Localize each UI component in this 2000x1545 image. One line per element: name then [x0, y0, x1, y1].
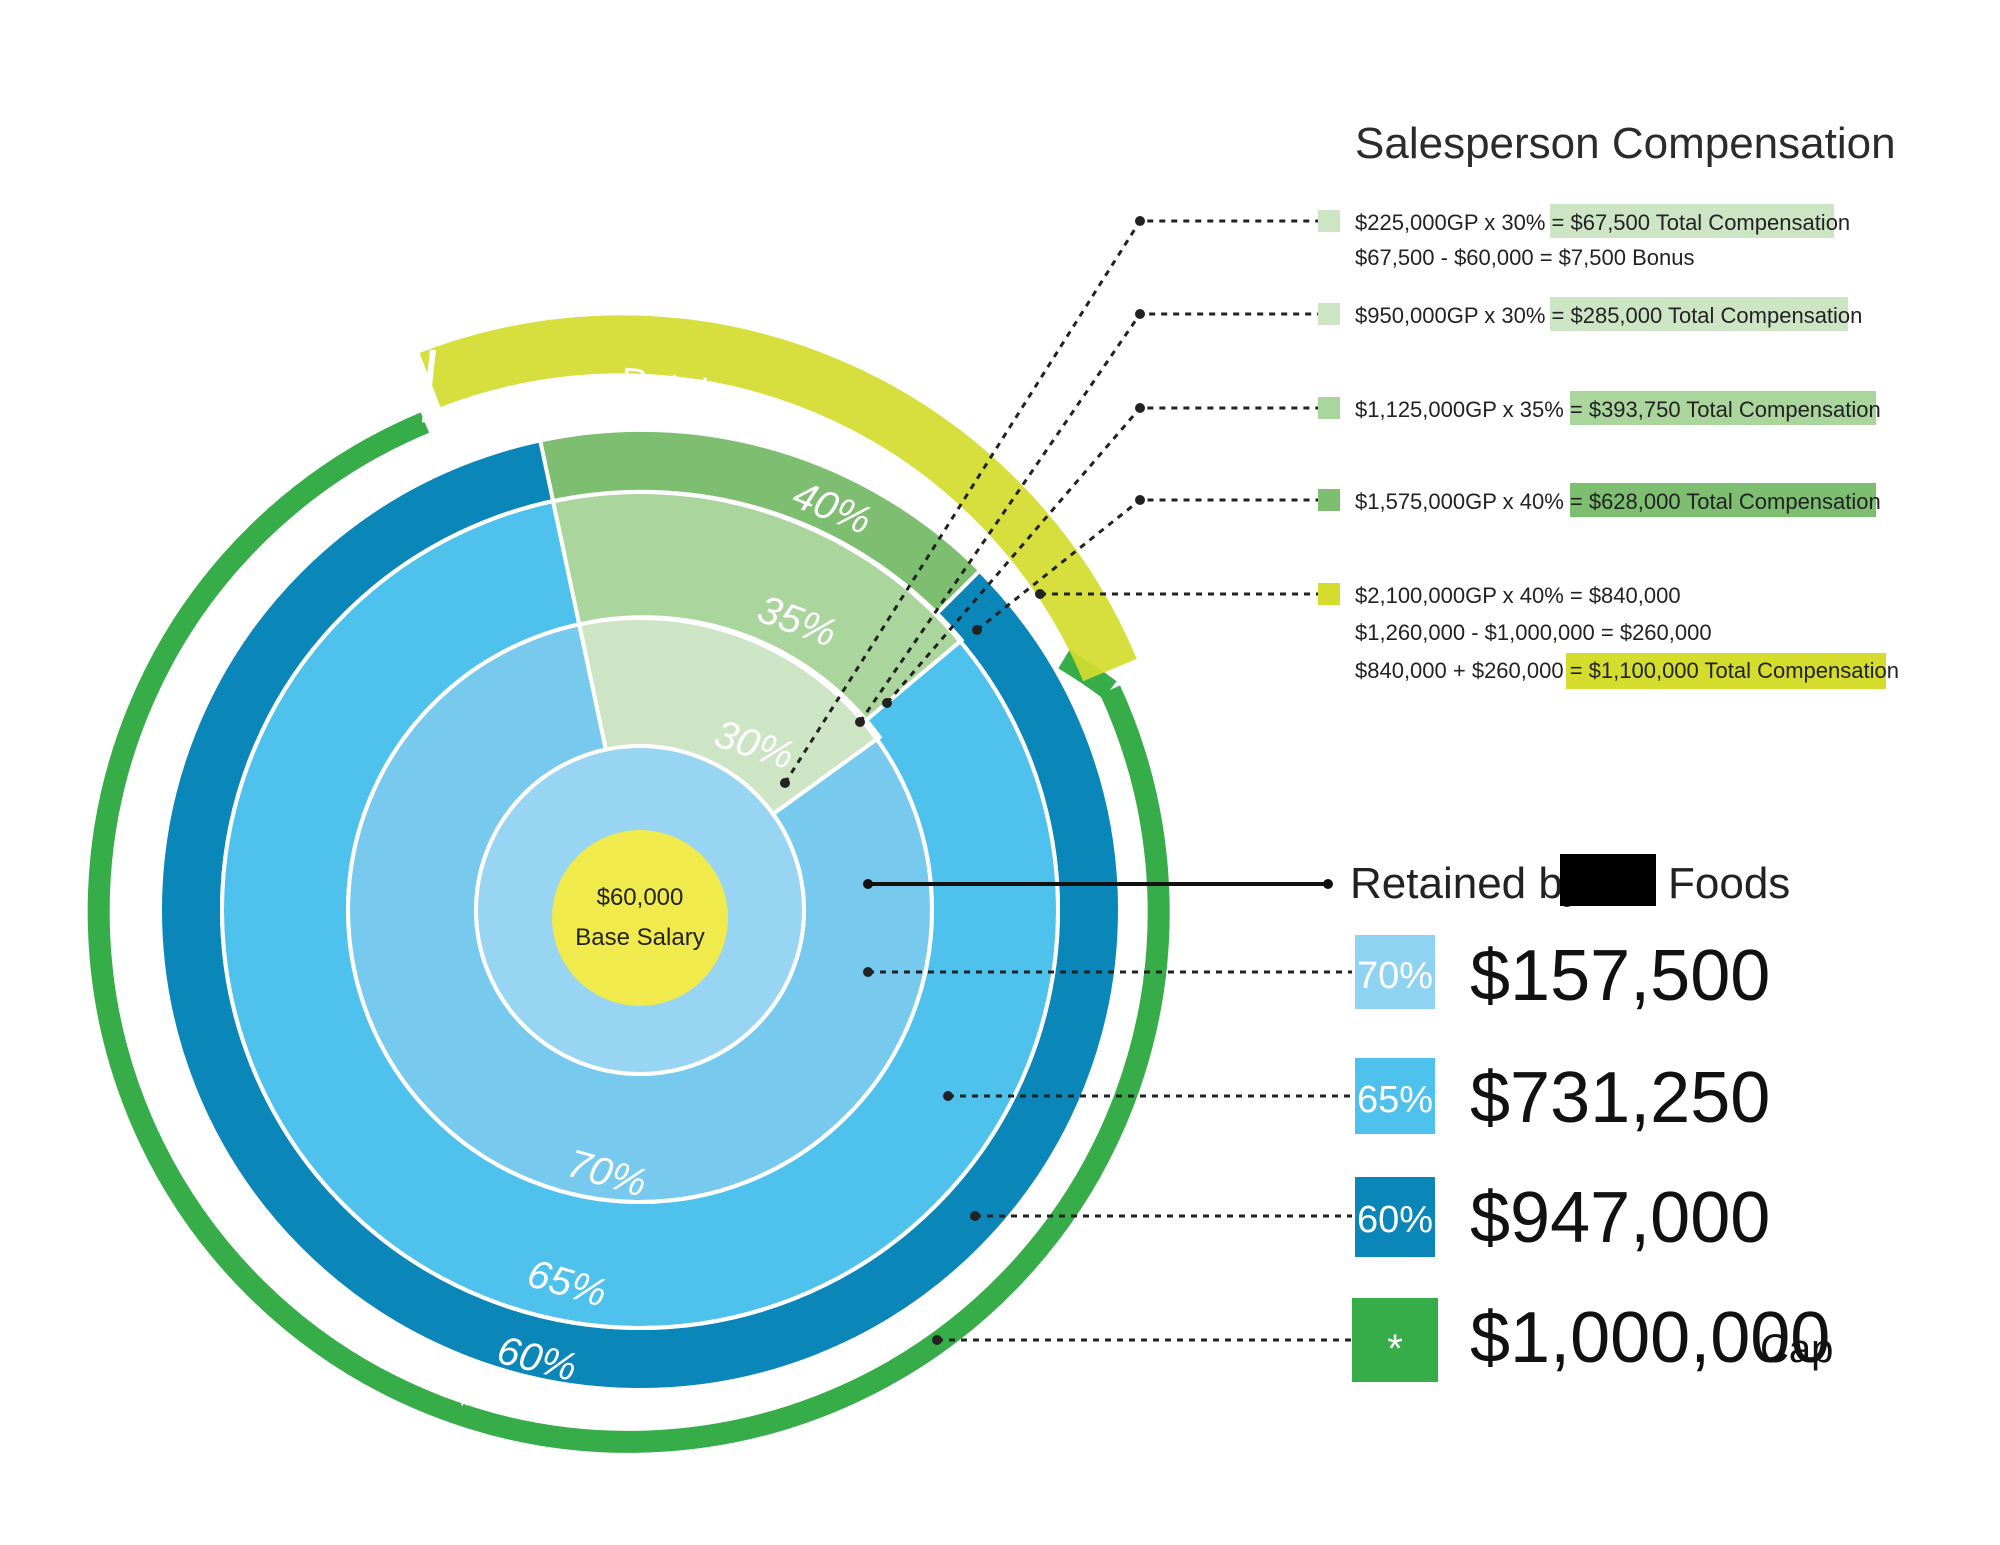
retainment-clause-divider-left — [421, 349, 436, 423]
comp-1-line1: $225,000GP x 30% = $67,500 Total Compens… — [1355, 210, 1850, 235]
comp-5-line2: $1,260,000 - $1,000,000 = $260,000 — [1355, 620, 1712, 645]
cap-symbol: * — [1387, 1327, 1403, 1371]
highlight-4 — [1570, 483, 1876, 517]
swatch-1 — [1318, 210, 1340, 232]
leader-dots-bottom — [863, 967, 980, 1345]
pct-box-70 — [1355, 935, 1435, 1009]
swatch-3 — [1318, 397, 1340, 419]
comp-1-line2: $67,500 - $60,000 = $7,500 Bonus — [1355, 245, 1694, 270]
retained-suffix: Foods — [1668, 859, 1790, 908]
comp-2-line1: $950,000GP x 30% = $285,000 Total Compen… — [1355, 303, 1862, 328]
leader-lines-bottom — [868, 970, 1352, 1342]
comp-5-line1: $2,100,000GP x 40% = $840,000 — [1355, 583, 1681, 608]
page-title: Salesperson Compensation — [1355, 119, 1896, 168]
retention-row-70: 70% $157,500 — [1355, 935, 1770, 1016]
label-star: * — [458, 1390, 470, 1421]
comp-4-line1: $1,575,000GP x 40% = $628,000 Total Comp… — [1355, 489, 1881, 514]
redacted-block — [1560, 854, 1656, 906]
cap-box — [1352, 1298, 1438, 1382]
comp-3-line1: $1,125,000GP x 35% = $393,750 Total Comp… — [1355, 397, 1881, 422]
pct-box-65 — [1355, 1058, 1435, 1134]
highlight-1 — [1550, 204, 1834, 238]
leader-dots-top — [780, 216, 1145, 788]
amount-60: $947,000 — [1470, 1178, 1770, 1258]
base-salary-disc — [552, 830, 728, 1006]
cap-word: Cap — [1760, 1327, 1833, 1371]
retained-section: Retained by Foods — [863, 854, 1790, 908]
pct-65: 65% — [1357, 1079, 1433, 1121]
cap-row: * $1,000,000 Cap — [1352, 1298, 1833, 1382]
ring-divider-1 — [474, 744, 806, 1076]
amount-65: $731,250 — [1470, 1058, 1770, 1138]
highlight-2 — [1550, 297, 1848, 331]
retention-row-60: 60% $947,000 — [1355, 1177, 1770, 1258]
cap-ring-arc-left — [87, 412, 1170, 1453]
swatch-2 — [1318, 303, 1340, 325]
pct-box-60 — [1355, 1177, 1435, 1257]
swatch-5 — [1318, 583, 1340, 605]
base-salary-label: Base Salary — [575, 924, 704, 951]
cap-amount: $1,000,000 — [1470, 1298, 1830, 1378]
highlight-3 — [1570, 391, 1876, 425]
pct-60: 60% — [1357, 1199, 1433, 1241]
ring-divider-2 — [346, 616, 934, 1204]
swatch-4 — [1318, 489, 1340, 511]
amount-70: $157,500 — [1470, 936, 1770, 1016]
pct-70: 70% — [1357, 955, 1433, 997]
comp-5-line3: $840,000 + $260,000 = $1,100,000 Total C… — [1355, 658, 1899, 683]
compensation-list: $225,000GP x 30% = $67,500 Total Compens… — [1318, 204, 1899, 689]
retained-prefix: Retained by — [1350, 859, 1585, 908]
rings — [87, 315, 1170, 1453]
retainment-clause-band — [419, 315, 1137, 682]
ring-divider-3 — [220, 490, 1060, 1330]
highlight-5 — [1566, 653, 1886, 689]
retention-row-65: 65% $731,250 — [1355, 1058, 1770, 1138]
base-salary-amount: $60,000 — [597, 884, 684, 911]
